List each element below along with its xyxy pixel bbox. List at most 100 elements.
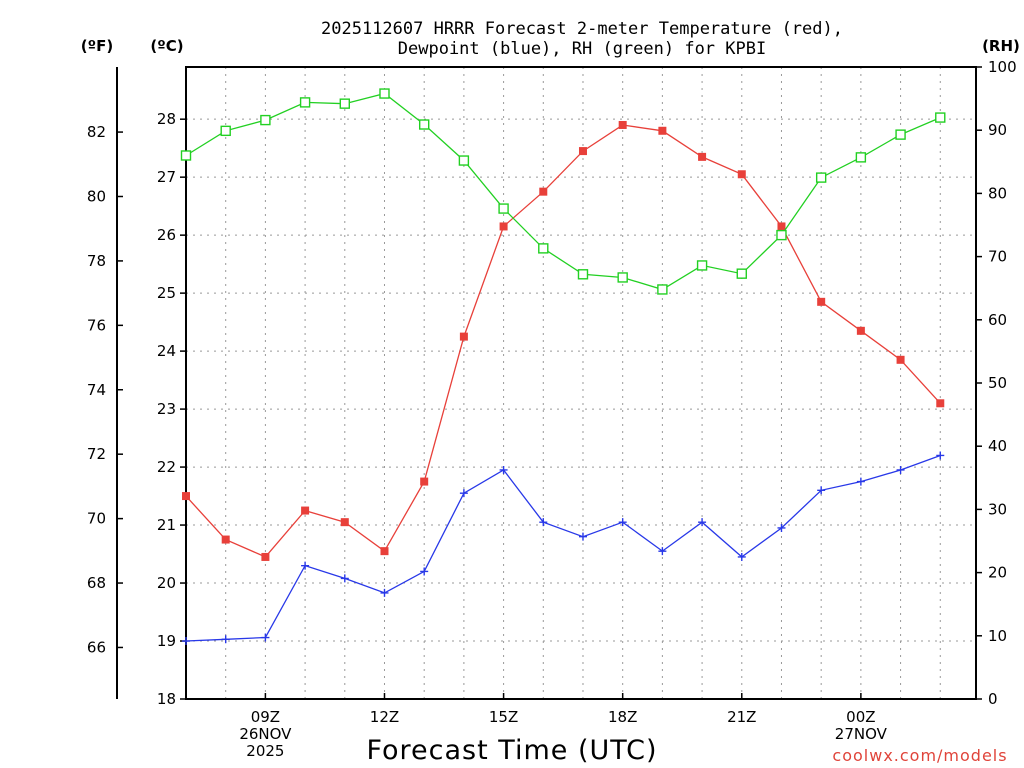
dewpoint-point <box>896 465 905 474</box>
rh-point <box>895 129 906 140</box>
temperature-point <box>380 547 389 556</box>
x-tick-label: 12Z <box>370 708 399 726</box>
rh-tick-label: 40 <box>988 437 1007 455</box>
fahrenheit-tick-label: 78 <box>87 252 106 270</box>
fahrenheit-tick-label: 76 <box>87 316 106 334</box>
fahrenheit-tick-label: 72 <box>87 445 106 463</box>
dewpoint-point <box>340 574 349 583</box>
rh-point <box>935 112 946 123</box>
x-axis-label: Forecast Time (UTC) <box>366 735 657 766</box>
dewpoint-point <box>698 518 707 527</box>
dewpoint-point <box>856 477 865 486</box>
fahrenheit-tick-label: 82 <box>87 123 106 141</box>
series <box>180 88 946 646</box>
temperature-point <box>459 332 468 341</box>
credit-link[interactable]: coolwx.com/models <box>832 746 1007 765</box>
celsius-tick-label: 24 <box>157 342 176 360</box>
chart-title-line-1: 2025112607 HRRR Forecast 2-meter Tempera… <box>321 19 843 39</box>
rh-point <box>339 98 350 109</box>
dewpoint-point <box>936 451 945 460</box>
x-tick-label: 26NOV <box>239 725 292 743</box>
rh-point <box>538 243 549 254</box>
rh-tick-label: 60 <box>988 311 1007 329</box>
rh-point <box>617 272 628 283</box>
x-tick-label: 21Z <box>727 708 756 726</box>
rh-unit-label: (RH) <box>982 37 1020 55</box>
dewpoint-point <box>578 532 587 541</box>
chart-title-line-2: Dewpoint (blue), RH (green) for KPBI <box>398 39 766 59</box>
celsius-tick-label: 19 <box>157 632 176 650</box>
celsius-tick-label: 26 <box>157 226 176 244</box>
rh-point <box>736 268 747 279</box>
rh-point <box>379 88 390 99</box>
dewpoint-point <box>221 635 230 644</box>
fahrenheit-tick-label: 80 <box>87 187 106 205</box>
axes <box>116 66 982 700</box>
celsius-tick-label: 28 <box>157 110 176 128</box>
temperature-point <box>698 152 707 161</box>
dewpoint-point <box>777 523 786 532</box>
x-tick-label: 2025 <box>246 742 284 760</box>
temperature-point <box>182 492 190 501</box>
fahrenheit-tick-label: 66 <box>87 638 106 656</box>
dewpoint-point <box>459 489 468 498</box>
dewpoint-point <box>658 547 667 556</box>
dewpoint-point <box>618 518 627 527</box>
fahrenheit-tick-label: 70 <box>87 510 106 528</box>
fahrenheit-tick-label: 74 <box>87 381 106 399</box>
temperature-point <box>499 222 508 231</box>
x-tick-label: 09Z <box>251 708 280 726</box>
celsius-tick-label: 18 <box>157 690 176 708</box>
rh-point <box>657 284 668 295</box>
celsius-tick-label: 25 <box>157 284 176 302</box>
temperature-point <box>777 222 786 231</box>
x-tick-label: 00Z <box>846 708 875 726</box>
temperature-point <box>301 506 310 515</box>
temperature-point <box>737 170 746 179</box>
dewpoint-point <box>261 633 270 642</box>
temperature-point <box>658 126 667 135</box>
rh-tick-label: 10 <box>988 627 1007 645</box>
x-tick-label: 15Z <box>489 708 518 726</box>
temperature-point <box>539 187 548 196</box>
temperature-point <box>578 147 587 156</box>
rh-point <box>458 155 470 166</box>
rh-tick-label: 20 <box>988 564 1007 582</box>
rh-point <box>418 119 430 130</box>
rh-line <box>185 92 941 291</box>
celsius-tick-label: 27 <box>157 168 176 186</box>
x-tick-label: 18Z <box>608 708 637 726</box>
x-tick-label: 27NOV <box>835 725 888 743</box>
dewpoint-point <box>539 518 548 527</box>
temperature-point <box>936 399 945 408</box>
rh-point <box>180 150 192 161</box>
dewpoint-point <box>420 567 429 576</box>
rh-point <box>696 260 708 271</box>
rh-tick-label: 90 <box>988 121 1007 139</box>
dewpoint-point <box>380 588 389 597</box>
temperature-point <box>856 326 865 335</box>
temperature-point <box>261 552 270 561</box>
rh-point <box>577 269 589 280</box>
tick-labels: 18 19 20 21 22 23 24 25 26 27 28 66 68 70 72 74 76 78 80 82… <box>87 58 1017 760</box>
gridlines <box>186 67 976 699</box>
temperature-point <box>817 297 826 306</box>
rh-tick-label: 50 <box>988 374 1007 392</box>
dewpoint-point <box>737 552 746 561</box>
celsius-tick-label: 23 <box>157 400 176 418</box>
fahrenheit-unit-label: (ºF) <box>81 37 113 55</box>
temperature-point <box>896 355 905 364</box>
temperature-point <box>340 518 349 527</box>
temperature-line <box>185 124 941 558</box>
dewpoint-point <box>182 637 190 646</box>
rh-point <box>498 203 509 214</box>
dewpoint-point <box>301 561 310 570</box>
celsius-tick-label: 20 <box>157 574 176 592</box>
celsius-unit-label: (ºC) <box>150 37 183 55</box>
rh-point <box>220 125 231 137</box>
rh-point <box>260 114 271 126</box>
rh-tick-label: 100 <box>988 58 1017 76</box>
dewpoint-point <box>499 465 508 474</box>
fahrenheit-tick-label: 68 <box>87 574 106 592</box>
